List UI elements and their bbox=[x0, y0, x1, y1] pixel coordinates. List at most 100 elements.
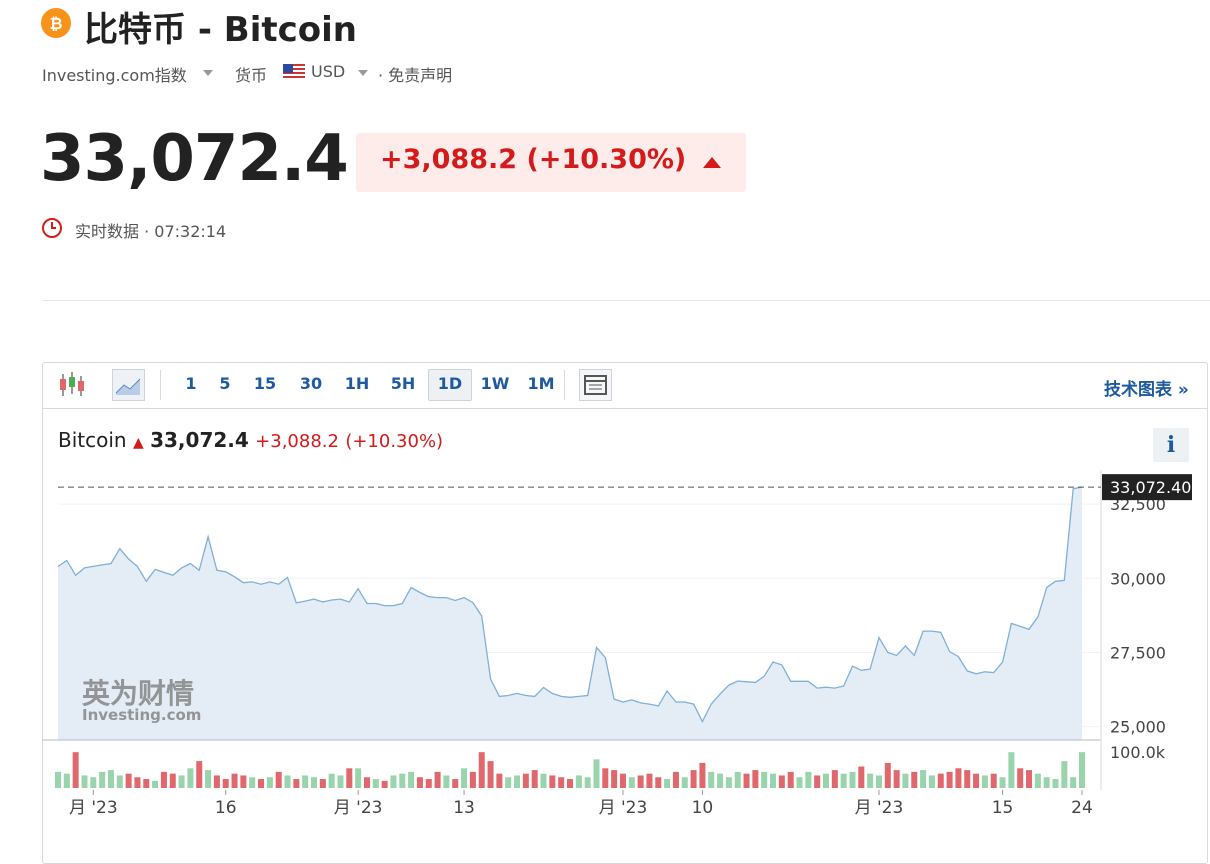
us-flag bbox=[283, 64, 305, 80]
x-tick-label: 24 bbox=[1071, 798, 1093, 818]
volume-bar bbox=[311, 777, 317, 788]
volume-bar bbox=[964, 770, 971, 788]
volume-bar bbox=[911, 771, 918, 788]
volume-bar bbox=[999, 777, 1006, 788]
disclaimer[interactable]: · 免责声明 bbox=[378, 66, 453, 85]
volume-bar bbox=[328, 773, 335, 788]
volume-bar bbox=[1061, 761, 1068, 788]
volume-bar bbox=[72, 752, 79, 788]
volume-bar bbox=[805, 771, 812, 788]
info-button[interactable]: i bbox=[1153, 428, 1189, 462]
volume-bar bbox=[346, 768, 353, 788]
volume-bar bbox=[196, 761, 203, 788]
layout-button[interactable] bbox=[579, 369, 612, 401]
candles-button[interactable] bbox=[56, 370, 88, 400]
y-tick-label: 27,500 bbox=[1110, 643, 1166, 662]
volume-bar bbox=[1052, 779, 1059, 788]
volume-bar bbox=[981, 775, 988, 788]
x-tick-label: 15 bbox=[992, 798, 1014, 818]
interval-button[interactable]: 1W bbox=[480, 374, 510, 393]
volume-bar bbox=[355, 768, 362, 788]
volume-bar bbox=[63, 773, 70, 788]
interval-button[interactable]: 30 bbox=[299, 374, 323, 393]
volume-bar bbox=[469, 771, 476, 788]
volume-bar bbox=[946, 771, 953, 788]
volume-bar bbox=[761, 771, 768, 788]
volume-bar bbox=[558, 777, 565, 788]
interval-button[interactable]: 5H bbox=[390, 374, 416, 393]
volume-bar bbox=[875, 775, 882, 788]
interval-button[interactable]: 1 bbox=[185, 374, 197, 393]
volume-bar bbox=[434, 771, 441, 788]
volume-bar bbox=[973, 773, 980, 788]
volume-bar bbox=[143, 779, 150, 788]
volume-bar bbox=[134, 777, 141, 788]
volume-bar bbox=[893, 770, 900, 788]
price-change: +3,088.2 (+10.30%) bbox=[380, 144, 686, 175]
volume-bar bbox=[734, 771, 741, 788]
volume-bar bbox=[646, 773, 653, 788]
volume-bar bbox=[619, 773, 626, 788]
area-button[interactable] bbox=[112, 369, 145, 401]
volume-bar bbox=[655, 777, 662, 788]
volume-bar bbox=[664, 779, 671, 788]
dropdown-arrow bbox=[203, 70, 213, 76]
volume-bar bbox=[672, 771, 679, 788]
currency[interactable]: USD bbox=[311, 62, 346, 81]
volume-bar bbox=[416, 777, 423, 788]
x-tick-label: 月 '23 bbox=[599, 798, 648, 818]
legend-arrow: ▲ bbox=[132, 435, 144, 451]
volume-bar bbox=[372, 779, 379, 788]
currency-label: 货币 bbox=[235, 66, 268, 85]
source[interactable]: Investing.com指数 bbox=[42, 66, 187, 85]
volume-bar bbox=[725, 777, 732, 788]
legend-change: +3,088.2 bbox=[255, 431, 339, 452]
volume-bar bbox=[902, 773, 909, 788]
volume-bar bbox=[90, 777, 97, 788]
volume-bar bbox=[390, 775, 397, 788]
volume-bar bbox=[840, 773, 847, 788]
interval-button[interactable]: 1H bbox=[344, 374, 370, 393]
change-box bbox=[356, 133, 746, 192]
volume-bar bbox=[337, 775, 344, 788]
volume-bar bbox=[55, 771, 61, 788]
interval-button[interactable]: 1M bbox=[527, 374, 555, 393]
y-tick-label: 25,000 bbox=[1110, 718, 1166, 737]
interval-button[interactable]: 15 bbox=[253, 374, 277, 393]
volume-bar bbox=[796, 777, 803, 788]
legend-name: Bitcoin bbox=[58, 428, 127, 452]
volume-bar bbox=[549, 775, 556, 788]
volume-bar bbox=[116, 775, 123, 788]
volume-bar bbox=[814, 775, 821, 788]
volume-bar bbox=[522, 773, 529, 788]
price-line bbox=[57, 486, 1083, 724]
divider bbox=[42, 300, 1210, 301]
y-tick-label: 30,000 bbox=[1110, 569, 1166, 588]
volume-bar bbox=[381, 780, 388, 788]
volume-bar bbox=[637, 775, 644, 788]
volume-bar bbox=[187, 768, 194, 788]
watermark-brand: 英为财情 bbox=[82, 677, 195, 710]
volume-tick-label: 100.0k bbox=[1110, 743, 1166, 762]
volume-bar bbox=[770, 773, 777, 788]
interval-button[interactable]: 1D bbox=[428, 369, 472, 401]
volume-bar bbox=[884, 762, 891, 788]
separator bbox=[160, 370, 161, 400]
volume-bar bbox=[461, 768, 468, 788]
volume-bar bbox=[363, 777, 370, 788]
volume-bar bbox=[699, 762, 706, 788]
volume-bar bbox=[717, 773, 724, 788]
volume-bar bbox=[1079, 752, 1085, 788]
volume-bar bbox=[81, 775, 88, 788]
volume-bar bbox=[478, 752, 485, 788]
volume-bar bbox=[284, 775, 291, 788]
volume-bar bbox=[125, 773, 132, 788]
separator bbox=[564, 370, 565, 400]
volume-bar bbox=[160, 771, 167, 788]
volume-bar bbox=[937, 773, 944, 788]
dropdown-arrow bbox=[358, 70, 368, 76]
tech-chart-link[interactable]: 技术图表 » bbox=[1104, 380, 1189, 400]
interval-button[interactable]: 5 bbox=[219, 374, 231, 393]
